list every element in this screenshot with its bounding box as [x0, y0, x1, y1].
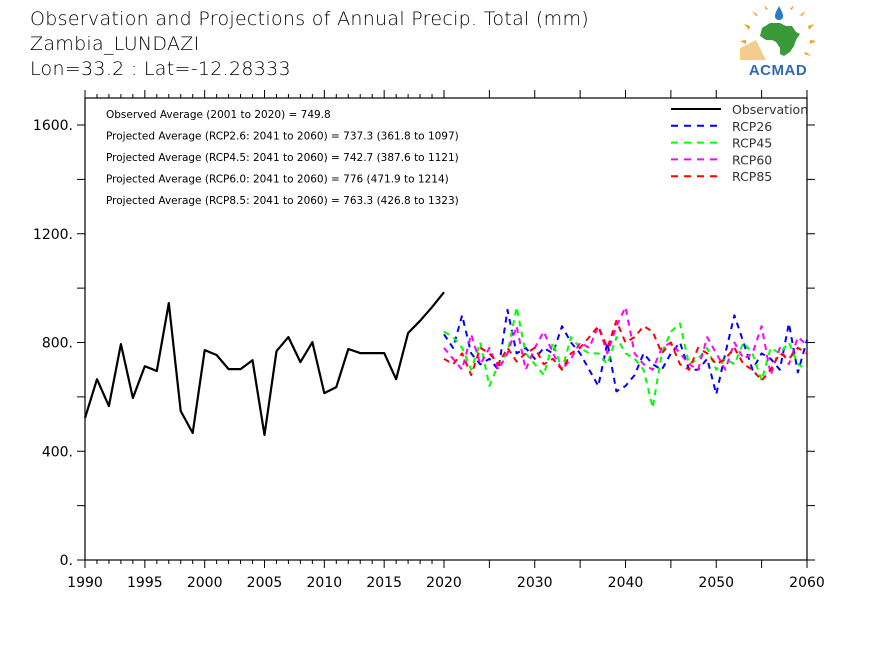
- acmad-logo: ACMAD: [736, 4, 820, 86]
- series-line-observation: [83, 291, 445, 436]
- stat-annotation: Observed Average (2001 to 2020) = 749.8: [106, 109, 331, 121]
- legend-label-rcp85: RCP85: [732, 169, 772, 184]
- x-tick-label: 2040: [608, 575, 644, 591]
- x-tick-label: 2050: [698, 575, 734, 591]
- axes: 0. 400. 800. 1200. 1600. 1990 1995 2000 2005 2010…: [33, 90, 825, 591]
- series-line-rcp45: [443, 306, 808, 409]
- x-tick-label: 2000: [187, 575, 223, 591]
- x-tick-label: 2015: [366, 575, 402, 591]
- station-coordinates: Lon=33.2 : Lat=-12.28333: [30, 58, 291, 80]
- x-tick-label: 1990: [67, 575, 103, 591]
- legend-label-rcp26: RCP26: [732, 119, 772, 134]
- x-tick-label: 2060: [789, 575, 825, 591]
- x-tick-label: 2030: [517, 575, 553, 591]
- chart-title: Observation and Projections of Annual Pr…: [30, 8, 589, 30]
- x-tick-label: 2020: [426, 575, 462, 591]
- y-tick-label: 800.: [42, 336, 73, 352]
- plot-frame: [84, 97, 808, 561]
- x-tick-label: 2010: [307, 575, 343, 591]
- stat-annotation: Projected Average (RCP2.6: 2041 to 2060)…: [106, 131, 459, 143]
- logo-text: ACMAD: [748, 62, 808, 79]
- series-line-rcp60: [443, 306, 808, 377]
- x-tick-label: 1995: [127, 575, 163, 591]
- series-layer: [83, 291, 808, 436]
- stat-annotation: Projected Average (RCP8.5: 2041 to 2060)…: [106, 195, 459, 207]
- legend-label-rcp60: RCP60: [732, 152, 772, 167]
- x-tick-label: 2005: [247, 575, 283, 591]
- africa-sun-icon: [740, 5, 816, 60]
- series-line-rcp85: [443, 319, 808, 382]
- annotations: Observed Average (2001 to 2020) = 749.8 P…: [106, 109, 459, 207]
- y-tick-label: 1600.: [33, 118, 73, 134]
- stat-annotation: Projected Average (RCP6.0: 2041 to 2060)…: [106, 174, 449, 186]
- legend-label-rcp45: RCP45: [732, 136, 772, 151]
- station-name: Zambia_LUNDAZI: [30, 33, 200, 55]
- y-tick-label: 0.: [60, 553, 73, 569]
- legend-label-observation: Observation: [732, 102, 808, 117]
- stat-annotation: Projected Average (RCP4.5: 2041 to 2060)…: [106, 152, 459, 164]
- y-tick-label: 400.: [42, 444, 73, 460]
- series-line-rcp26: [443, 308, 808, 396]
- y-tick-label: 1200.: [33, 227, 73, 243]
